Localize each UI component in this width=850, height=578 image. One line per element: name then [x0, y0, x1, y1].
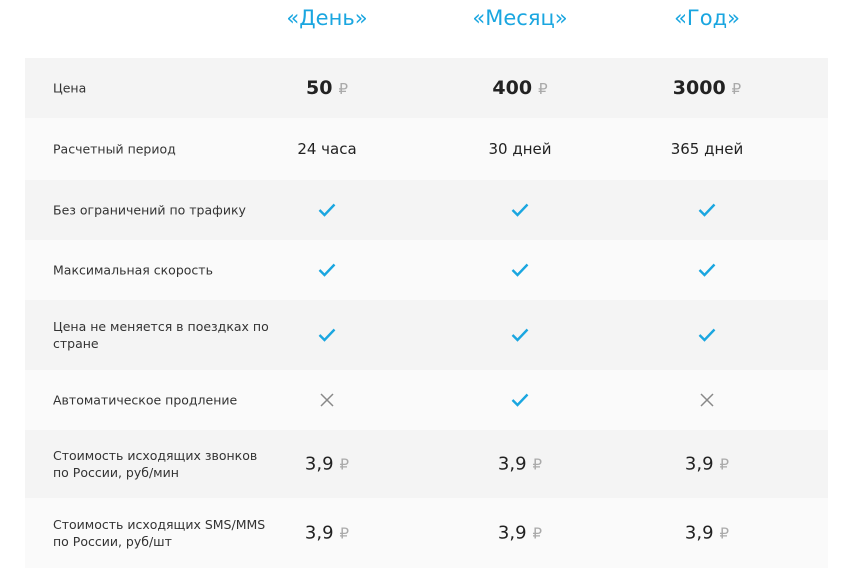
ruble-sign: ₽	[339, 455, 350, 474]
row-label: Максимальная скорость	[53, 262, 213, 278]
value-text: 3,9	[304, 522, 334, 544]
cell-value: 3000 ₽	[673, 77, 741, 99]
value-text: 24 часа	[297, 140, 357, 158]
check-icon	[318, 328, 336, 342]
check-icon	[511, 203, 529, 217]
cell-value: 3,9 ₽	[685, 454, 729, 475]
cell-value: 30 дней	[488, 140, 551, 158]
value-text: 400	[492, 77, 533, 99]
ruble-sign: ₽	[339, 524, 350, 543]
check-icon	[698, 203, 716, 217]
cell-value: 3,9 ₽	[305, 523, 349, 544]
ruble-sign: ₽	[731, 80, 742, 98]
table-row: Расчетный период 24 часа 30 дней 365 дней	[25, 118, 828, 180]
cell-value: 3,9 ₽	[498, 454, 542, 475]
table-row: Максимальная скорость	[25, 240, 828, 300]
table-row: Цена 50 ₽400 ₽3000 ₽	[25, 58, 828, 118]
cross-icon	[320, 393, 334, 407]
table-row: Без ограничений по трафику	[25, 180, 828, 240]
cell-value: 3,9 ₽	[685, 523, 729, 544]
row-label: Стоимость исходящих SMS/MMS по России, р…	[53, 517, 266, 549]
value-text: 3,9	[304, 453, 334, 475]
ruble-sign: ₽	[538, 80, 548, 98]
check-icon	[511, 393, 529, 407]
cell-value: 400 ₽	[492, 77, 547, 99]
cell-value: 3,9 ₽	[498, 523, 542, 544]
plan-header-day: «День»	[286, 6, 368, 30]
row-label: Расчетный период	[53, 141, 176, 157]
value-text: 365 дней	[670, 140, 744, 158]
plan-header-year: «Год»	[674, 6, 740, 30]
check-icon	[698, 328, 716, 342]
tariff-comparison-table: Цена 50 ₽400 ₽3000 ₽ Расчетный период 24 часа 3…	[25, 58, 828, 568]
check-icon	[511, 328, 529, 342]
ruble-sign: ₽	[532, 455, 543, 474]
cross-icon	[700, 393, 714, 407]
value-text: 3,9	[684, 453, 714, 475]
ruble-sign: ₽	[532, 524, 543, 543]
plan-header-month: «Месяц»	[472, 6, 568, 30]
row-label: Без ограничений по трафику	[53, 202, 246, 218]
check-icon	[698, 263, 716, 277]
value-text: 3,9	[497, 522, 527, 544]
row-label: Автоматическое продление	[53, 392, 238, 408]
check-icon	[318, 263, 336, 277]
table-row: Автоматическое продление	[25, 370, 828, 430]
row-label: Цена не меняется в поездках по стране	[53, 319, 269, 351]
ruble-sign: ₽	[719, 455, 730, 474]
check-icon	[511, 263, 529, 277]
cell-value: 365 дней	[671, 140, 744, 158]
value-text: 3,9	[497, 453, 527, 475]
cell-value: 24 часа	[297, 140, 356, 158]
table-row: Цена не меняется в поездках по стране	[25, 300, 828, 370]
ruble-sign: ₽	[338, 80, 348, 98]
value-text: 3000	[672, 77, 726, 99]
cell-value: 50 ₽	[306, 77, 348, 99]
table-row: Стоимость исходящих звонков по России, р…	[25, 430, 828, 498]
row-label: Стоимость исходящих звонков по России, р…	[53, 448, 258, 480]
row-label: Цена	[53, 80, 87, 96]
value-text: 30 дней	[488, 140, 552, 158]
table-row: Стоимость исходящих SMS/MMS по России, р…	[25, 498, 828, 568]
check-icon	[318, 203, 336, 217]
value-text: 50	[306, 77, 333, 99]
value-text: 3,9	[684, 522, 714, 544]
cell-value: 3,9 ₽	[305, 454, 349, 475]
ruble-sign: ₽	[719, 524, 730, 543]
